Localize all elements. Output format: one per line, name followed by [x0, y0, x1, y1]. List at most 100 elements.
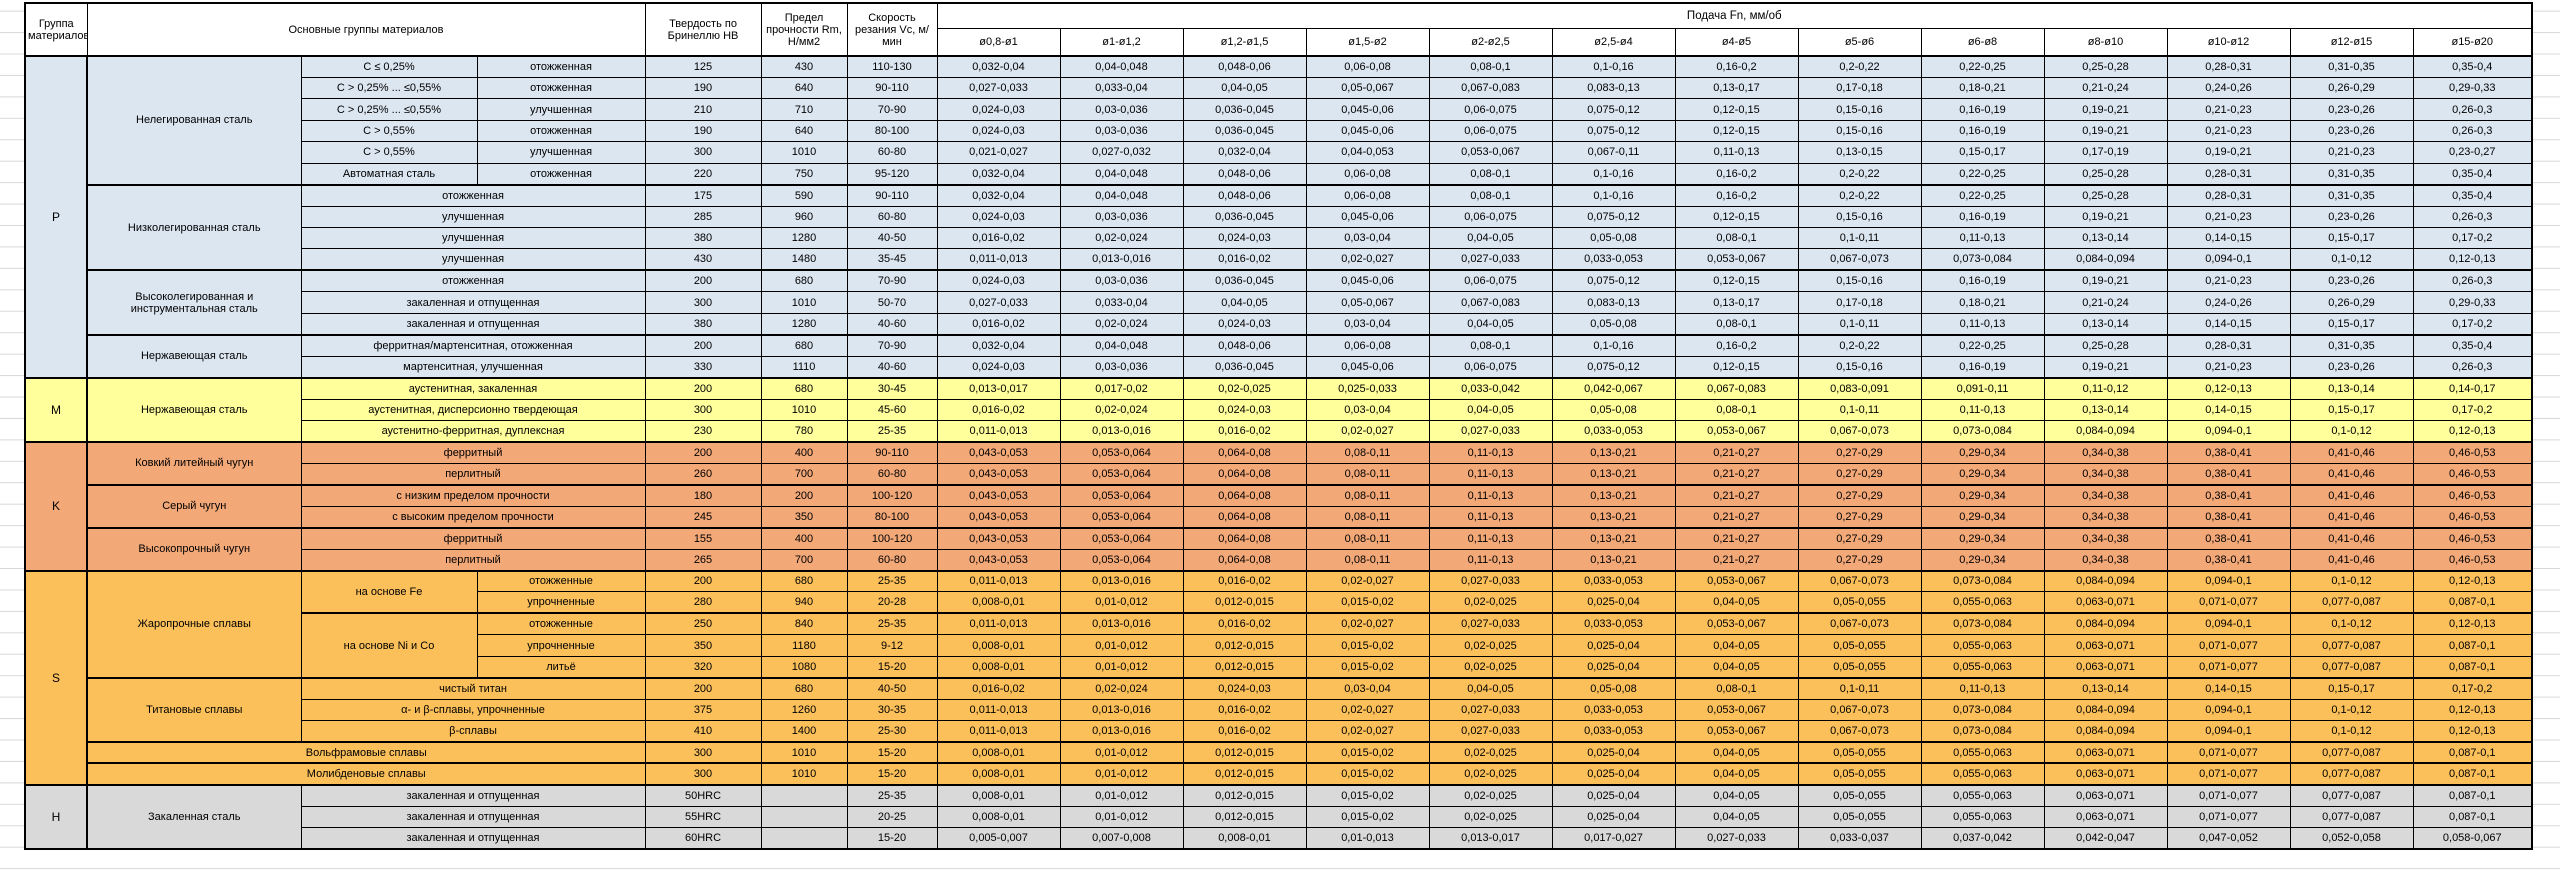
vc-value[interactable]: 15-20	[846, 762, 938, 786]
vc-value[interactable]: 40-50	[846, 676, 938, 700]
feed-value[interactable]: 0,34-0,38	[2043, 440, 2168, 464]
feed-value[interactable]: 0,11-0,13	[1428, 483, 1553, 507]
feed-value[interactable]: 0,16-0,2	[1674, 162, 1799, 186]
feed-value[interactable]: 0,008-0,01	[936, 762, 1061, 786]
feed-value[interactable]: 0,033-0,04	[1059, 291, 1184, 314]
feed-value[interactable]: 0,12-0,13	[2166, 376, 2291, 400]
feed-value[interactable]: 0,04-0,05	[1674, 783, 1799, 807]
vc-value[interactable]: 40-50	[846, 226, 938, 250]
feed-value[interactable]: 0,08-0,11	[1305, 526, 1430, 550]
feed-value[interactable]: 0,02-0,025	[1182, 376, 1307, 400]
feed-value[interactable]: 0,053-0,064	[1059, 548, 1184, 572]
material-cell[interactable]: отожженная	[300, 269, 646, 293]
rm-value[interactable]: 200	[760, 483, 848, 507]
feed-value[interactable]: 0,073-0,084	[1920, 720, 2045, 744]
material-cell[interactable]: улучшенная	[476, 141, 646, 164]
feed-value[interactable]: 0,015-0,02	[1305, 762, 1430, 786]
rm-value[interactable]: 640	[760, 119, 848, 143]
feed-value[interactable]: 0,15-0,16	[1797, 355, 1922, 379]
rm-value[interactable]: 1400	[760, 720, 848, 744]
vc-value[interactable]: 40-60	[846, 312, 938, 336]
header-hardness[interactable]: Твердость по Бринеллю HB	[644, 2, 762, 57]
material-cell[interactable]: Жаропрочные сплавы	[86, 569, 302, 679]
feed-value[interactable]: 0,033-0,04	[1059, 76, 1184, 100]
feed-value[interactable]: 0,094-0,1	[2166, 569, 2291, 593]
feed-value[interactable]: 0,008-0,01	[936, 805, 1061, 829]
rm-value[interactable]	[760, 805, 848, 829]
feed-value[interactable]: 0,17-0,2	[2412, 312, 2533, 336]
feed-column-header[interactable]: ø8-ø10	[2043, 28, 2168, 57]
feed-value[interactable]: 0,027-0,033	[936, 76, 1061, 100]
rm-value[interactable]: 1010	[760, 291, 848, 314]
feed-value[interactable]: 0,11-0,13	[1428, 526, 1553, 550]
material-cell[interactable]: Нелегированная сталь	[86, 55, 302, 186]
feed-value[interactable]: 0,11-0,13	[1428, 548, 1553, 572]
feed-value[interactable]: 0,25-0,28	[2043, 55, 2168, 78]
feed-value[interactable]: 0,007-0,008	[1059, 827, 1184, 851]
feed-value[interactable]: 0,1-0,11	[1797, 398, 1922, 421]
feed-value[interactable]: 0,015-0,02	[1305, 655, 1430, 679]
feed-value[interactable]: 0,084-0,094	[2043, 248, 2168, 272]
feed-value[interactable]: 0,043-0,053	[936, 440, 1061, 464]
feed-value[interactable]: 0,075-0,12	[1551, 98, 1676, 121]
feed-value[interactable]: 0,02-0,024	[1059, 226, 1184, 250]
feed-value[interactable]: 0,064-0,08	[1182, 462, 1307, 486]
feed-value[interactable]: 0,29-0,34	[1920, 462, 2045, 486]
feed-value[interactable]: 0,011-0,013	[936, 569, 1061, 593]
feed-value[interactable]: 0,03-0,036	[1059, 269, 1184, 293]
feed-value[interactable]: 0,41-0,46	[2289, 462, 2414, 486]
hb-value[interactable]: 50HRC	[644, 783, 762, 807]
feed-value[interactable]: 0,27-0,29	[1797, 526, 1922, 550]
feed-value[interactable]: 0,053-0,067	[1674, 248, 1799, 272]
feed-value[interactable]: 0,35-0,4	[2412, 333, 2533, 357]
feed-value[interactable]: 0,05-0,055	[1797, 805, 1922, 829]
feed-value[interactable]: 0,024-0,03	[936, 355, 1061, 379]
feed-value[interactable]: 0,067-0,073	[1797, 698, 1922, 722]
feed-value[interactable]: 0,02-0,025	[1428, 591, 1553, 615]
material-cell[interactable]: чистый титан	[300, 676, 646, 700]
feed-value[interactable]: 0,008-0,01	[936, 634, 1061, 657]
feed-value[interactable]: 0,23-0,26	[2289, 269, 2414, 293]
feed-value[interactable]: 0,043-0,053	[936, 548, 1061, 572]
rm-value[interactable]: 680	[760, 376, 848, 400]
feed-value[interactable]: 0,35-0,4	[2412, 162, 2533, 186]
feed-value[interactable]: 0,025-0,04	[1551, 634, 1676, 657]
feed-value[interactable]: 0,21-0,27	[1674, 462, 1799, 486]
feed-value[interactable]: 0,075-0,12	[1551, 355, 1676, 379]
rm-value[interactable]: 400	[760, 526, 848, 550]
feed-value[interactable]: 0,05-0,08	[1551, 398, 1676, 421]
group-label-p[interactable]: P	[24, 55, 88, 379]
feed-value[interactable]: 0,19-0,21	[2043, 269, 2168, 293]
feed-value[interactable]: 0,11-0,13	[1428, 462, 1553, 486]
feed-value[interactable]: 0,1-0,11	[1797, 226, 1922, 250]
feed-value[interactable]: 0,22-0,25	[1920, 55, 2045, 78]
feed-value[interactable]: 0,05-0,08	[1551, 676, 1676, 700]
vc-value[interactable]: 20-28	[846, 591, 938, 615]
feed-value[interactable]: 0,011-0,013	[936, 419, 1061, 443]
feed-value[interactable]: 0,025-0,04	[1551, 762, 1676, 786]
feed-value[interactable]: 0,14-0,15	[2166, 312, 2291, 336]
feed-column-header[interactable]: ø2-ø2,5	[1428, 28, 1553, 57]
feed-value[interactable]: 0,055-0,063	[1920, 634, 2045, 657]
feed-value[interactable]: 0,13-0,21	[1551, 505, 1676, 529]
feed-value[interactable]: 0,024-0,03	[936, 119, 1061, 143]
feed-value[interactable]: 0,04-0,05	[1674, 805, 1799, 829]
feed-value[interactable]: 0,025-0,04	[1551, 805, 1676, 829]
feed-value[interactable]: 0,094-0,1	[2166, 720, 2291, 744]
vc-value[interactable]: 90-110	[846, 183, 938, 207]
feed-value[interactable]: 0,063-0,071	[2043, 591, 2168, 615]
material-cell[interactable]: C > 0,25% ... ≤0,55%	[300, 76, 478, 100]
feed-value[interactable]: 0,12-0,15	[1674, 269, 1799, 293]
hb-value[interactable]: 200	[644, 269, 762, 293]
vc-value[interactable]: 35-45	[846, 248, 938, 272]
feed-value[interactable]: 0,012-0,015	[1182, 591, 1307, 615]
feed-value[interactable]: 0,41-0,46	[2289, 548, 2414, 572]
hb-value[interactable]: 300	[644, 740, 762, 765]
feed-value[interactable]: 0,067-0,073	[1797, 569, 1922, 593]
feed-value[interactable]: 0,032-0,04	[936, 333, 1061, 357]
feed-value[interactable]: 0,052-0,058	[2289, 827, 2414, 851]
feed-value[interactable]: 0,04-0,053	[1305, 141, 1430, 164]
vc-value[interactable]: 15-20	[846, 827, 938, 851]
feed-value[interactable]: 0,29-0,33	[2412, 76, 2533, 100]
feed-value[interactable]: 0,011-0,013	[936, 720, 1061, 744]
